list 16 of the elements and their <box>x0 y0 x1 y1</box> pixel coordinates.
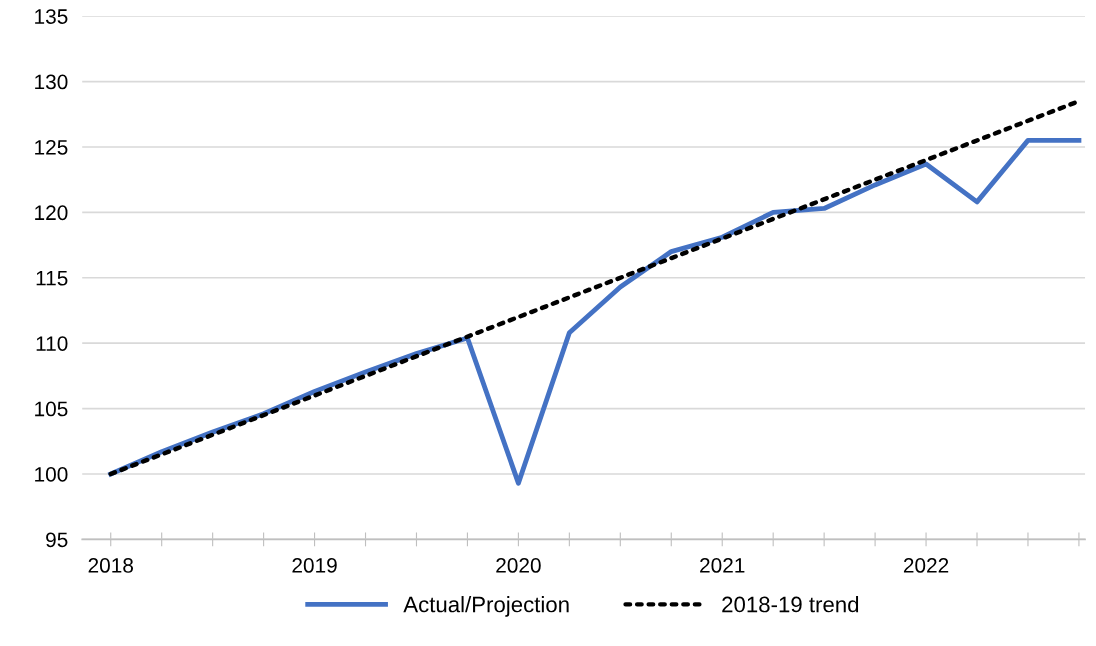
x-tick-label: 2021 <box>700 558 745 573</box>
y-tick-label: 130 <box>35 74 68 90</box>
y-tick-label: 125 <box>35 139 68 155</box>
y-tick-label: 95 <box>46 532 68 548</box>
x-tick-label: 2022 <box>903 558 949 573</box>
x-tick-label: 2018 <box>88 558 134 573</box>
legend-label: 2018-19 trend <box>722 596 859 613</box>
legend-label: Actual/Projection <box>403 596 569 617</box>
y-tick-label: 135 <box>35 9 68 24</box>
x-tick-label: 2020 <box>496 558 541 573</box>
x-tick-label: 2019 <box>292 558 337 573</box>
y-tick-label: 100 <box>35 467 68 482</box>
y-tick-label: 105 <box>35 401 68 417</box>
y-tick-label: 115 <box>36 271 68 286</box>
y-tick-label: 120 <box>35 205 68 221</box>
y-tick-label: 110 <box>36 336 68 351</box>
